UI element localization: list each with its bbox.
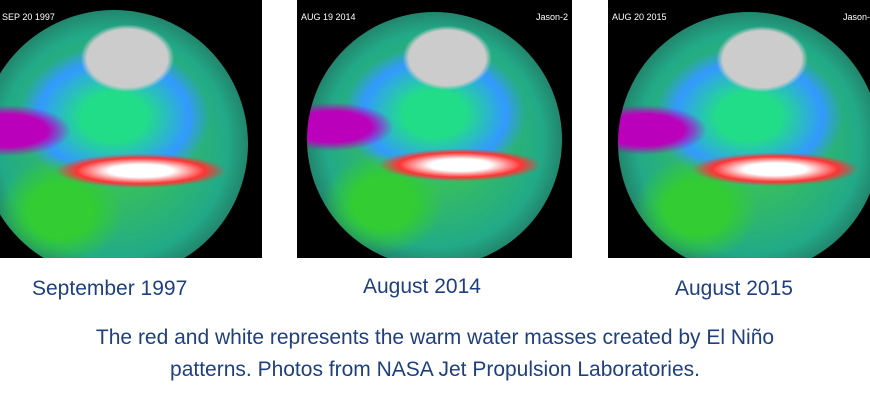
satellite-label: Jason-: [842, 12, 870, 22]
globe: [618, 12, 870, 258]
globe-image-2014: AUG 19 2014 Jason-2: [297, 0, 572, 258]
description-line-2: patterns. Photos from NASA Jet Propulsio…: [170, 358, 700, 381]
description: The red and white represents the warm wa…: [0, 322, 870, 386]
date-stamp: SEP 20 1997: [2, 12, 55, 22]
globe: [307, 12, 562, 258]
date-stamp: AUG 19 2014: [301, 12, 356, 22]
date-stamp: AUG 20 2015: [612, 12, 667, 22]
globe-image-1997: SEP 20 1997: [0, 0, 262, 258]
globe: [0, 10, 248, 258]
caption-1997: September 1997: [32, 277, 188, 300]
description-line-1: The red and white represents the warm wa…: [95, 326, 775, 349]
satellite-label: Jason-2: [535, 12, 568, 22]
caption-2015: August 2015: [675, 277, 793, 300]
globe-image-2015: AUG 20 2015 Jason-: [608, 0, 870, 258]
caption-2014: August 2014: [363, 275, 481, 298]
